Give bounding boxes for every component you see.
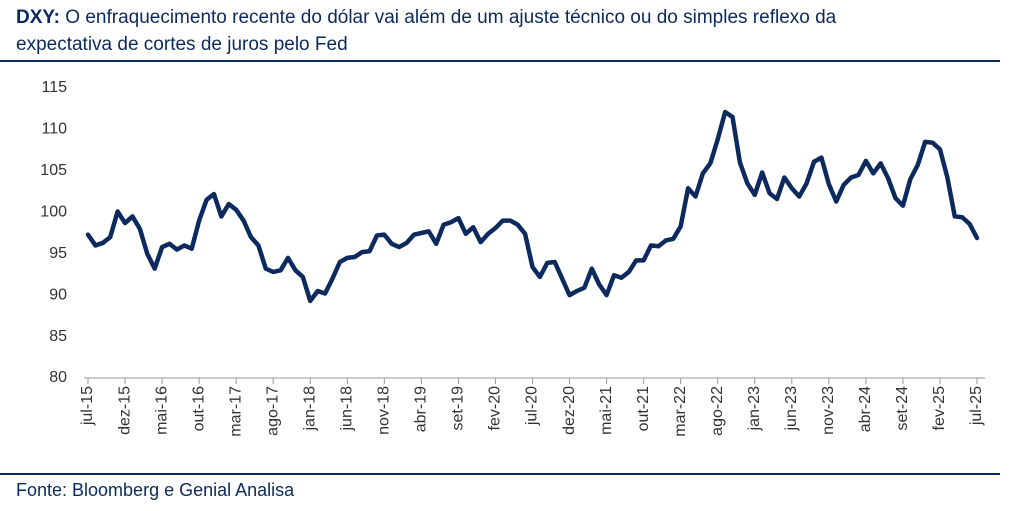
- title-prefix: DXY:: [16, 7, 60, 28]
- x-tick-label: mai-21: [598, 386, 615, 435]
- x-tick-label: dez-15: [116, 386, 133, 435]
- x-tick-label: dez-20: [561, 386, 578, 435]
- x-tick-label: fev-20: [487, 386, 504, 431]
- x-tick-label: nov-23: [820, 386, 837, 435]
- y-tick-label: 105: [40, 162, 67, 179]
- x-tick-label: nov-18: [376, 386, 393, 435]
- x-tick-label: jul-15: [79, 386, 96, 426]
- x-tick-label: abr-24: [857, 386, 874, 432]
- title-text: O enfraquecimento recente do dólar vai a…: [16, 7, 837, 55]
- x-tick-label: mar-22: [672, 386, 689, 437]
- x-tick-label: mai-16: [153, 386, 170, 435]
- x-tick-label: jan-23: [746, 386, 763, 432]
- x-tick-label: jan-18: [301, 386, 318, 432]
- top-rule: [0, 60, 1000, 62]
- x-tick-label: out-21: [635, 386, 652, 431]
- chart-title: DXY: O enfraquecimento recente do dólar …: [16, 4, 916, 58]
- x-tick-label: jun-18: [339, 386, 356, 432]
- data-line: [85, 109, 980, 304]
- x-tick-label: ago-17: [264, 386, 281, 436]
- x-tick-label: out-16: [190, 386, 207, 431]
- y-tick-label: 85: [49, 328, 67, 345]
- y-tick-label: 100: [40, 204, 67, 221]
- x-tick-label: fev-25: [931, 386, 948, 431]
- x-tick-label: jun-23: [783, 386, 800, 432]
- y-tick-label: 110: [41, 121, 67, 138]
- bottom-rule: [0, 473, 1000, 475]
- source: Fonte: Bloomberg e Genial Analisa: [16, 480, 295, 500]
- x-tick-label: jul-25: [968, 386, 985, 426]
- x-tick-label: set-24: [894, 386, 911, 431]
- x-tick-label: jul-20: [524, 386, 541, 426]
- y-tick-label: 90: [49, 286, 67, 303]
- y-tick-label: 80: [49, 369, 67, 386]
- x-tick-label: abr-19: [413, 386, 430, 432]
- y-tick-label: 115: [41, 79, 67, 96]
- y-tick-label: 95: [49, 245, 67, 262]
- x-tick-label: set-19: [450, 386, 467, 431]
- x-tick-label: ago-22: [709, 386, 726, 436]
- x-tick-label: mar-17: [227, 386, 244, 437]
